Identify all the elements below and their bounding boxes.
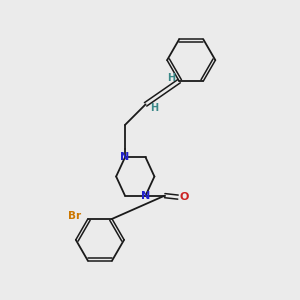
Text: N: N: [120, 152, 130, 162]
Text: H: H: [150, 103, 158, 113]
Text: N: N: [141, 190, 150, 201]
Text: Br: Br: [68, 211, 81, 221]
Text: O: O: [179, 192, 188, 202]
Text: H: H: [167, 73, 175, 82]
